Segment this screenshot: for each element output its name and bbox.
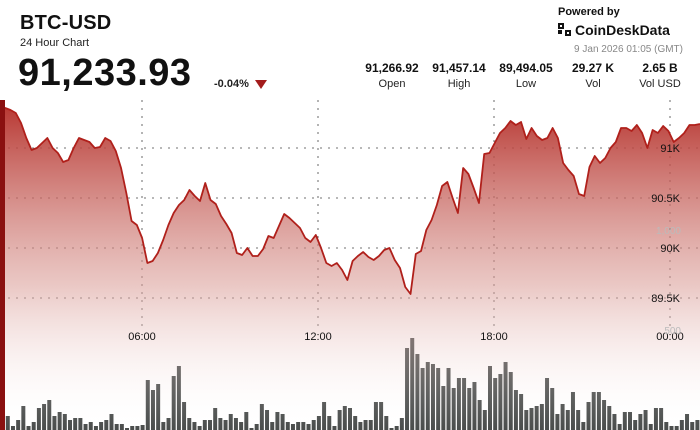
x-tick-label: 12:00	[304, 331, 332, 343]
symbol-title: BTC-USD	[20, 12, 112, 34]
brand-name: CoinDeskData	[575, 22, 670, 38]
powered-by-label: Powered by	[558, 6, 620, 18]
stat-value: 91,457.14	[432, 61, 486, 75]
x-tick-label: 18:00	[480, 331, 508, 343]
stat-value: 29.27 K	[571, 61, 615, 75]
stat-vol-usd: 2.65 B Vol USD	[631, 61, 689, 90]
stat-vol: 29.27 K Vol	[564, 61, 622, 90]
stat-open: 91,266.92 Open	[363, 61, 421, 90]
price-tick-label: 89.5K	[651, 293, 680, 305]
volume-tick-label: 1,000	[656, 226, 681, 237]
chart-subtitle: 24 Hour Chart	[20, 37, 90, 49]
triangle-down-icon	[255, 80, 267, 89]
chart-header: BTC-USD 24 Hour Chart 91,233.93 -0.04% P…	[0, 0, 700, 100]
current-price: 91,233.93	[18, 52, 192, 94]
price-tick-label: 91K	[660, 143, 680, 155]
stat-low: 89,494.05 Low	[497, 61, 555, 90]
left-accent-bar	[0, 100, 5, 430]
stat-high: 91,457.14 High	[430, 61, 488, 90]
coindesk-logo-icon	[558, 23, 572, 37]
price-change: -0.04%	[214, 78, 249, 90]
price-tick-label: 90K	[660, 243, 680, 255]
stat-label: High	[447, 78, 471, 90]
price-area	[0, 100, 700, 430]
axis-labels: 06:00 12:00 18:00 00:00 91K 90.5K 90K 89.5K 1,00…	[128, 143, 684, 343]
volume-tick-label: 500	[664, 326, 681, 337]
stat-label: Open	[378, 78, 406, 90]
stat-value: 91,266.92	[365, 61, 419, 75]
price-line[interactable]	[0, 107, 700, 295]
stat-label: Low	[515, 78, 537, 90]
brand-logo[interactable]: CoinDeskData	[558, 22, 670, 38]
x-tick-label: 00:00	[656, 331, 684, 343]
x-tick-label: 06:00	[128, 331, 156, 343]
timestamp: 9 Jan 2026 01:05 (GMT)	[574, 44, 683, 55]
price-volume-chart[interactable]: 06:00 12:00 18:00 00:00 91K 90.5K 90K 89.5K 1,00…	[0, 100, 700, 430]
price-area-fill	[0, 108, 700, 430]
stat-value: 89,494.05	[499, 61, 553, 75]
price-tick-label: 90.5K	[651, 193, 680, 205]
stat-value: 2.65 B	[642, 61, 678, 75]
stat-label: Vol USD	[639, 78, 681, 90]
stat-label: Vol	[585, 78, 601, 90]
